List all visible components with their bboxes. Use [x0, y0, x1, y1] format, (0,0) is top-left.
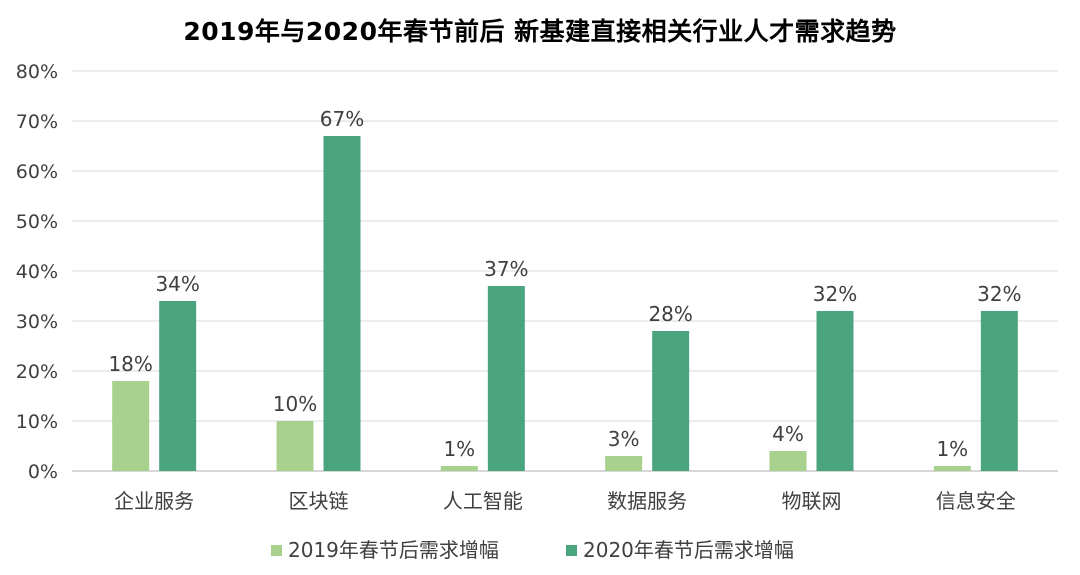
category-label: 企业服务: [114, 489, 194, 513]
data-label: 37%: [484, 257, 528, 281]
y-tick-label: 10%: [16, 411, 58, 433]
bar-2019: [769, 451, 807, 471]
y-tick-label: 60%: [16, 161, 58, 183]
y-tick-label: 40%: [16, 261, 58, 283]
y-tick-label: 70%: [16, 111, 58, 133]
y-tick-label: 20%: [16, 361, 58, 383]
data-label: 1%: [936, 437, 968, 461]
legend-swatch-2020: [566, 545, 577, 556]
data-label: 10%: [273, 392, 317, 416]
bar-2020: [652, 331, 690, 471]
bar-2019: [605, 456, 643, 471]
bar-2020: [980, 311, 1018, 471]
data-label: 4%: [772, 422, 804, 446]
data-label: 67%: [320, 107, 364, 131]
category-label: 物联网: [782, 489, 842, 513]
data-label: 3%: [608, 427, 640, 451]
category-label: 人工智能: [443, 489, 523, 513]
chart-title: 2019年与2020年春节前后 新基建直接相关行业人才需求趋势: [183, 17, 897, 46]
bar-2019: [276, 421, 314, 471]
data-label: 32%: [813, 282, 857, 306]
y-tick-label: 30%: [16, 311, 58, 333]
data-label: 1%: [443, 437, 475, 461]
category-label: 数据服务: [607, 489, 687, 513]
category-label: 区块链: [289, 489, 349, 513]
data-label: 18%: [108, 352, 152, 376]
bar-2019: [440, 466, 478, 471]
data-label: 28%: [648, 302, 692, 326]
y-tick-label: 80%: [16, 61, 58, 83]
bar-2020: [323, 136, 361, 471]
y-tick-label: 0%: [28, 461, 58, 483]
bar-2019: [112, 381, 150, 471]
bar-2019: [933, 466, 971, 471]
legend-label-2019: 2019年春节后需求增幅: [288, 538, 499, 562]
category-label: 信息安全: [936, 489, 1016, 513]
legend-swatch-2019: [271, 545, 282, 556]
legend-label-2020: 2020年春节后需求增幅: [583, 538, 794, 562]
bar-2020: [816, 311, 854, 471]
data-label: 32%: [977, 282, 1021, 306]
data-label: 34%: [155, 272, 199, 296]
bar-2020: [159, 301, 197, 471]
y-tick-label: 50%: [16, 211, 58, 233]
bar-2020: [487, 286, 525, 471]
